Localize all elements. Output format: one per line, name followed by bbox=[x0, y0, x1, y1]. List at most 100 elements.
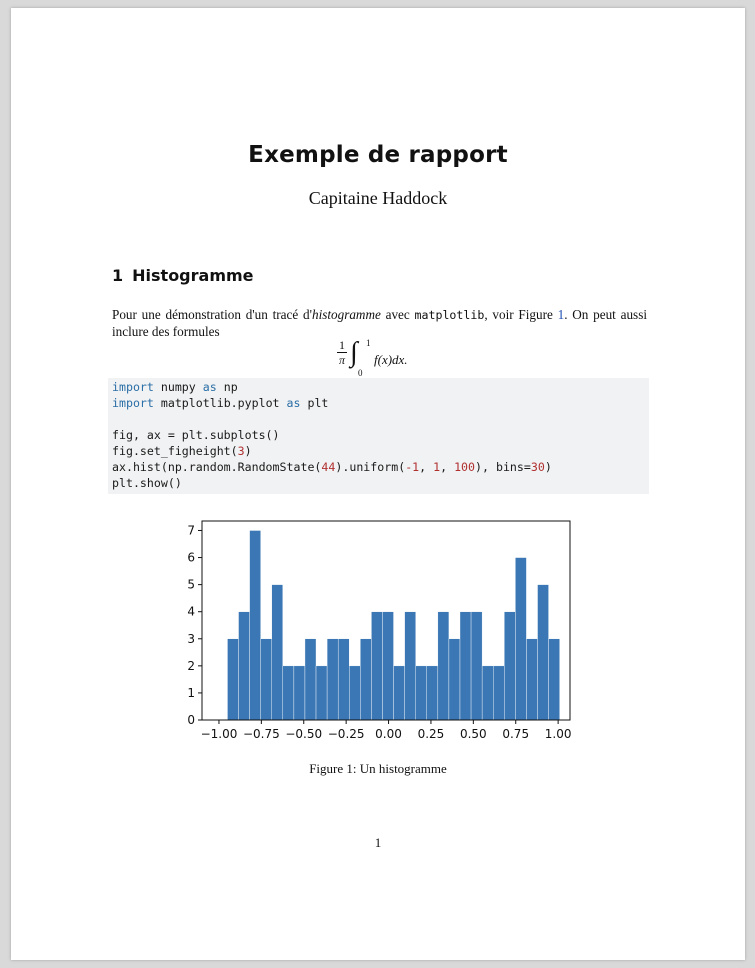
page-number: 1 bbox=[374, 835, 382, 850]
code-text: , bbox=[419, 460, 434, 474]
x-tick-label: −1.00 bbox=[201, 727, 238, 741]
x-tick-label: 0.25 bbox=[418, 727, 445, 741]
integral-sign: ∫ bbox=[350, 337, 358, 368]
plot-frame bbox=[201, 520, 571, 721]
code-keyword: import bbox=[112, 380, 154, 394]
histogram-bar bbox=[537, 584, 549, 721]
para-text-3: , voir Figure bbox=[484, 307, 558, 322]
code-text: , bbox=[440, 460, 455, 474]
formula-denominator: π bbox=[338, 353, 345, 367]
histogram-bar bbox=[526, 638, 538, 721]
histogram-bar bbox=[360, 638, 372, 721]
code-text: matplotlib.pyplot bbox=[153, 396, 287, 410]
code-block: import numpy as np import matplotlib.pyp… bbox=[108, 378, 649, 494]
histogram-bar bbox=[459, 611, 472, 721]
code-number: 44 bbox=[321, 460, 336, 474]
x-tick-label: −0.25 bbox=[328, 727, 365, 741]
integral-lower-limit: 0 bbox=[358, 368, 363, 378]
section-title: Histogramme bbox=[132, 266, 254, 285]
code-number: 30 bbox=[530, 460, 545, 474]
code-text: ), bins= bbox=[475, 460, 531, 474]
histogram-bar bbox=[227, 638, 239, 721]
histogram-bar bbox=[293, 665, 306, 721]
histogram-bar bbox=[426, 665, 439, 721]
x-tick-label: 1.00 bbox=[545, 727, 572, 741]
histogram-chart: −1.00 −0.75 −0.50 −0.25 0.00 0.25 0.50 0.75 1.00… bbox=[187, 520, 572, 741]
code-text: numpy bbox=[153, 380, 203, 394]
x-tick-label: 0.50 bbox=[460, 727, 487, 741]
histogram-bar bbox=[326, 638, 339, 721]
body-paragraph: Pour une démonstration d'un tracé d'hist… bbox=[112, 307, 647, 340]
y-tick-label: 4 bbox=[187, 605, 195, 619]
histogram-bar bbox=[315, 665, 328, 721]
histogram-bar bbox=[371, 611, 383, 721]
code-line: import numpy as np bbox=[112, 380, 238, 394]
histogram-bar bbox=[282, 665, 295, 721]
y-tick-label: 3 bbox=[187, 632, 195, 646]
x-tick-label: 0.75 bbox=[502, 727, 529, 741]
code-text: ).uniform( bbox=[335, 460, 406, 474]
para-text-2: avec bbox=[380, 307, 415, 322]
code-text: ax.hist(np.random.RandomState( bbox=[112, 460, 322, 474]
histogram-bar bbox=[493, 665, 505, 721]
histogram-bar bbox=[470, 611, 483, 721]
code-text: plt bbox=[300, 396, 329, 410]
histogram-bar bbox=[337, 638, 350, 721]
para-text-1: Pour une démonstration d'un tracé d' bbox=[112, 307, 312, 322]
figure-caption: Figure 1: Un histogramme bbox=[309, 761, 447, 776]
document-title: Exemple de rapport bbox=[248, 142, 508, 168]
code-line: fig.set_figheight(3) bbox=[112, 444, 252, 458]
formula-fraction: 1 π bbox=[336, 338, 348, 367]
histogram-bar bbox=[515, 557, 527, 721]
histogram-bar bbox=[504, 611, 516, 721]
code-keyword: import bbox=[112, 396, 154, 410]
code-text: ) bbox=[244, 444, 252, 458]
figure-ref-link[interactable]: 1 bbox=[557, 307, 565, 322]
code-keyword: as bbox=[202, 380, 217, 394]
integral-upper-limit: 1 bbox=[366, 338, 371, 348]
histogram-bar bbox=[393, 665, 405, 721]
x-tick-label: −0.50 bbox=[285, 727, 322, 741]
histogram-bar bbox=[382, 611, 394, 721]
code-number: 100 bbox=[454, 460, 476, 474]
x-tick-label: −0.75 bbox=[243, 727, 280, 741]
histogram-bar bbox=[548, 638, 560, 721]
section-heading: 1 Histogramme bbox=[112, 266, 254, 285]
code-text: fig.set_figheight( bbox=[112, 444, 238, 458]
code-line: fig, ax = plt.subplots() bbox=[112, 428, 280, 442]
histogram-figure: −1.00 −0.75 −0.50 −0.25 0.00 0.25 0.50 0.75 1.00… bbox=[171, 513, 591, 758]
fraction-bar bbox=[337, 352, 347, 353]
y-tick-label: 6 bbox=[187, 551, 195, 565]
histogram-bar bbox=[271, 584, 284, 721]
histogram-bar bbox=[437, 611, 450, 721]
code-line: ax.hist(np.random.RandomState(44).unifor… bbox=[112, 460, 552, 474]
y-tick-label: 2 bbox=[187, 659, 195, 673]
y-tick-label: 5 bbox=[187, 578, 195, 592]
y-tick-label: 0 bbox=[187, 713, 195, 727]
x-tick-label: 0.00 bbox=[375, 727, 402, 741]
code-text: ) bbox=[544, 460, 552, 474]
code-number: 1 bbox=[433, 460, 441, 474]
code-number: 3 bbox=[237, 444, 245, 458]
document-author: Capitaine Haddock bbox=[308, 188, 448, 208]
para-code: matplotlib bbox=[414, 308, 485, 322]
histogram-bar bbox=[448, 638, 461, 721]
y-tick-label: 1 bbox=[187, 686, 195, 700]
para-text-4: . On peut aussi inclure des formules bbox=[112, 307, 647, 339]
histogram-bar bbox=[481, 665, 494, 721]
y-tick-label: 7 bbox=[187, 523, 195, 537]
section-number: 1 bbox=[112, 266, 124, 285]
histogram-bar bbox=[415, 665, 427, 721]
histogram-bar bbox=[260, 638, 272, 721]
code-line: plt.show() bbox=[112, 476, 182, 490]
code-text: np bbox=[216, 380, 238, 394]
code-number: -1 bbox=[405, 460, 420, 474]
histogram-bar bbox=[349, 665, 361, 721]
formula-integrand: f(x)dx. bbox=[374, 352, 408, 367]
histogram-bar bbox=[404, 611, 416, 721]
histogram-bar bbox=[249, 530, 261, 721]
formula-numerator: 1 bbox=[339, 338, 345, 352]
para-emphasis: histogramme bbox=[311, 307, 381, 322]
code-keyword: as bbox=[286, 396, 301, 410]
histogram-bar bbox=[238, 611, 250, 721]
